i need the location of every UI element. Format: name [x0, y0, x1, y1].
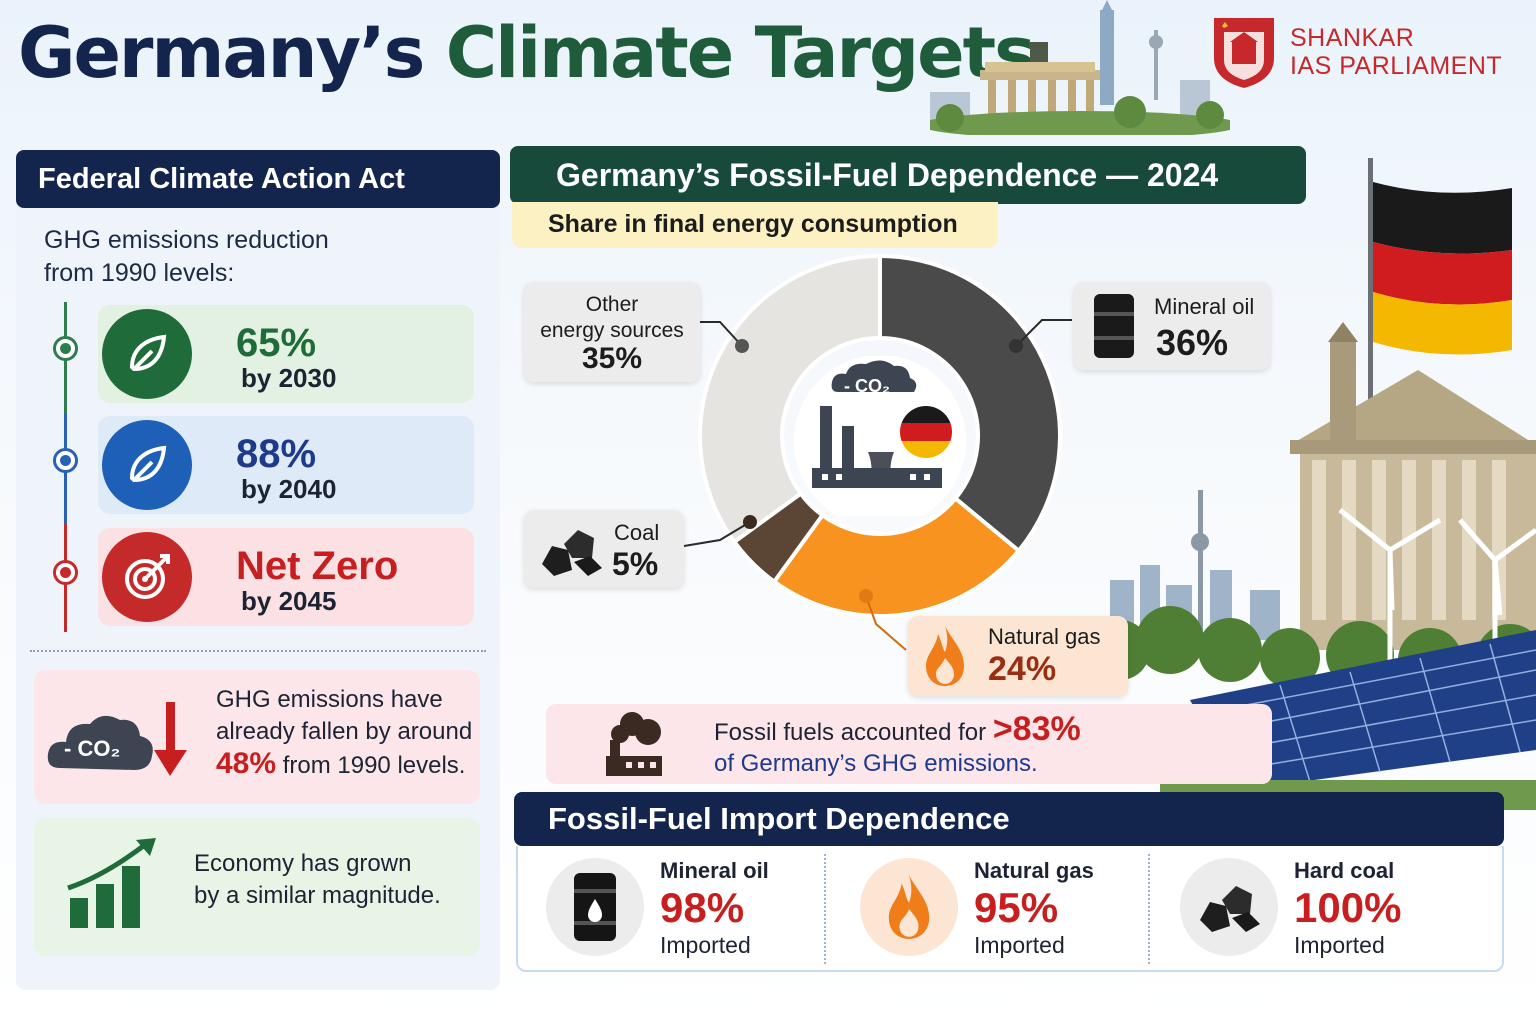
flame-icon: [860, 858, 958, 956]
other-label-line-1: Other: [585, 293, 639, 316]
leaf-icon: [102, 309, 192, 399]
climate-action-act-heading: Federal Climate Action Act: [16, 150, 500, 208]
fossil-share-value: >83%: [992, 710, 1081, 748]
timeline-dot-2045: [53, 560, 78, 585]
growth-chart-icon: [67, 838, 156, 928]
import-separator: [824, 854, 826, 964]
import-value-coal: 100%: [1294, 884, 1402, 931]
target-card-2030: 65% by 2030: [98, 305, 474, 403]
target-value-2030: 65%: [236, 321, 317, 365]
emissions-fallen-text: GHG emissions have already fallen by aro…: [216, 684, 472, 782]
german-flag-icon: [900, 406, 952, 458]
logo-line-2: IAS PARLIAMENT: [1290, 52, 1503, 80]
import-name-coal: Hard coal: [1294, 858, 1395, 883]
logo-line-1: SHANKAR: [1290, 24, 1415, 52]
donut-slice-natural-gas: [771, 495, 1022, 618]
fossil-emissions-text: Fossil fuels accounted for >83% of Germa…: [714, 712, 1081, 779]
timeline-dot-2040: [53, 448, 78, 473]
import-value-oil: 98%: [660, 884, 745, 931]
callout-leader-lines: [683, 319, 1072, 651]
reichstag-scenery-illustration: [1100, 158, 1536, 810]
title-germanys: Germany’s: [18, 12, 425, 94]
donut-slice-mineral-oil: [878, 253, 1062, 554]
target-year-2045: by 2045: [241, 586, 337, 616]
import-label-coal: Imported: [1294, 932, 1385, 958]
emissions-line-2: already fallen by around: [216, 718, 473, 745]
brand-logo: SHANKAR IAS PARLIAMENT: [1210, 14, 1502, 90]
target-value-2040: 88%: [236, 432, 317, 476]
import-label-gas: Imported: [974, 932, 1065, 958]
import-label-oil: Imported: [660, 932, 751, 958]
solar-panels-icon: [1190, 630, 1536, 790]
economy-line-2: by a similar magnitude.: [194, 882, 441, 909]
coal-icon: [542, 530, 602, 576]
reduction-subtitle-line-2: from 1990 levels:: [44, 259, 235, 287]
german-flag-icon: [1373, 182, 1512, 355]
import-name-oil: Mineral oil: [660, 858, 769, 883]
climate-action-act-panel: Federal Climate Action Act GHG emissions…: [16, 150, 500, 990]
import-item-mineral-oil: Mineral oil 98% Imported: [518, 846, 838, 972]
coal-label: Coal: [614, 520, 660, 545]
coal-value: 5%: [612, 546, 659, 582]
energy-share-donut-chart: [698, 253, 1062, 618]
flame-icon: [926, 626, 964, 686]
gas-value: 24%: [988, 650, 1057, 688]
fossil-line-2: of Germany’s GHG emissions.: [714, 750, 1038, 777]
donut-slice-other-energy-sources: [698, 253, 882, 545]
emissions-fallen-card: - CO₂ GHG emissions have already fallen …: [34, 670, 480, 804]
import-name-gas: Natural gas: [974, 858, 1094, 883]
callout-mineral-oil: Mineral oil 36%: [1074, 282, 1270, 370]
co2-cloud-down-arrow-icon: [47, 702, 187, 776]
factory-co2-illustration: [794, 356, 966, 516]
import-value-gas: 95%: [974, 884, 1059, 931]
flag-pole: [1368, 158, 1373, 478]
section-divider: [30, 650, 486, 652]
fossil-fuel-dependence-heading: Germany’s Fossil-Fuel Dependence — 2024: [510, 146, 1306, 204]
other-label-line-2: energy sources: [540, 319, 684, 342]
gas-label: Natural gas: [988, 624, 1101, 649]
chart-subheading: Share in final energy consumption: [512, 202, 998, 248]
parliament-shield-icon: [1214, 18, 1274, 88]
oil-barrel-icon: [546, 858, 644, 956]
target-card-2045: Net Zero by 2045: [98, 528, 474, 626]
oil-label: Mineral oil: [1154, 294, 1255, 319]
timeline-dot-2030: [53, 336, 78, 361]
other-value: 35%: [581, 342, 643, 375]
import-dependence-panel: Mineral oil 98% Imported Natural gas 95%…: [516, 846, 1504, 972]
economy-grown-card: Economy has grown by a similar magnitude…: [34, 818, 480, 956]
center-co2-label: - CO₂: [844, 376, 890, 396]
import-separator: [1148, 854, 1150, 964]
target-value-2045: Net Zero: [236, 544, 399, 588]
callout-coal: Coal 5%: [524, 510, 684, 588]
callout-natural-gas: Natural gas 24%: [908, 616, 1128, 696]
oil-barrel-icon: [1094, 294, 1134, 358]
fossil-line-1: Fossil fuels accounted for: [714, 719, 993, 746]
import-dependence-heading: Fossil-Fuel Import Dependence: [514, 792, 1504, 846]
emissions-fallen-value: 48%: [216, 747, 277, 780]
berlin-skyline-illustration: [930, 0, 1230, 135]
leaf-icon: [102, 420, 192, 510]
fossil-emissions-note: Fossil fuels accounted for >83% of Germa…: [546, 704, 1272, 784]
factory-smoke-icon: [606, 712, 662, 776]
page-title: Germany’s Climate Targets: [18, 18, 1036, 88]
reduction-subtitle-line-1: GHG emissions reduction: [44, 226, 329, 254]
target-year-2030: by 2030: [241, 363, 337, 393]
target-year-2040: by 2040: [241, 474, 337, 504]
emissions-line-3: from 1990 levels.: [276, 752, 466, 779]
import-item-natural-gas: Natural gas 95% Imported: [832, 846, 1152, 972]
coal-icon: [1180, 858, 1278, 956]
economy-grown-text: Economy has grown by a similar magnitude…: [194, 848, 441, 912]
oil-value: 36%: [1156, 322, 1229, 363]
economy-line-1: Economy has grown: [194, 850, 412, 877]
target-icon: [102, 532, 192, 622]
target-card-2040: 88% by 2040: [98, 416, 474, 514]
callout-other-energy: Other energy sources 35%: [524, 282, 700, 382]
import-item-hard-coal: Hard coal 100% Imported: [1152, 846, 1472, 972]
co2-cloud-label: - CO₂: [64, 736, 121, 761]
emissions-line-1: GHG emissions have: [216, 686, 443, 713]
title-climate-targets: Climate Targets: [445, 12, 1036, 94]
reduction-subtitle: GHG emissions reduction from 1990 levels…: [44, 224, 329, 290]
